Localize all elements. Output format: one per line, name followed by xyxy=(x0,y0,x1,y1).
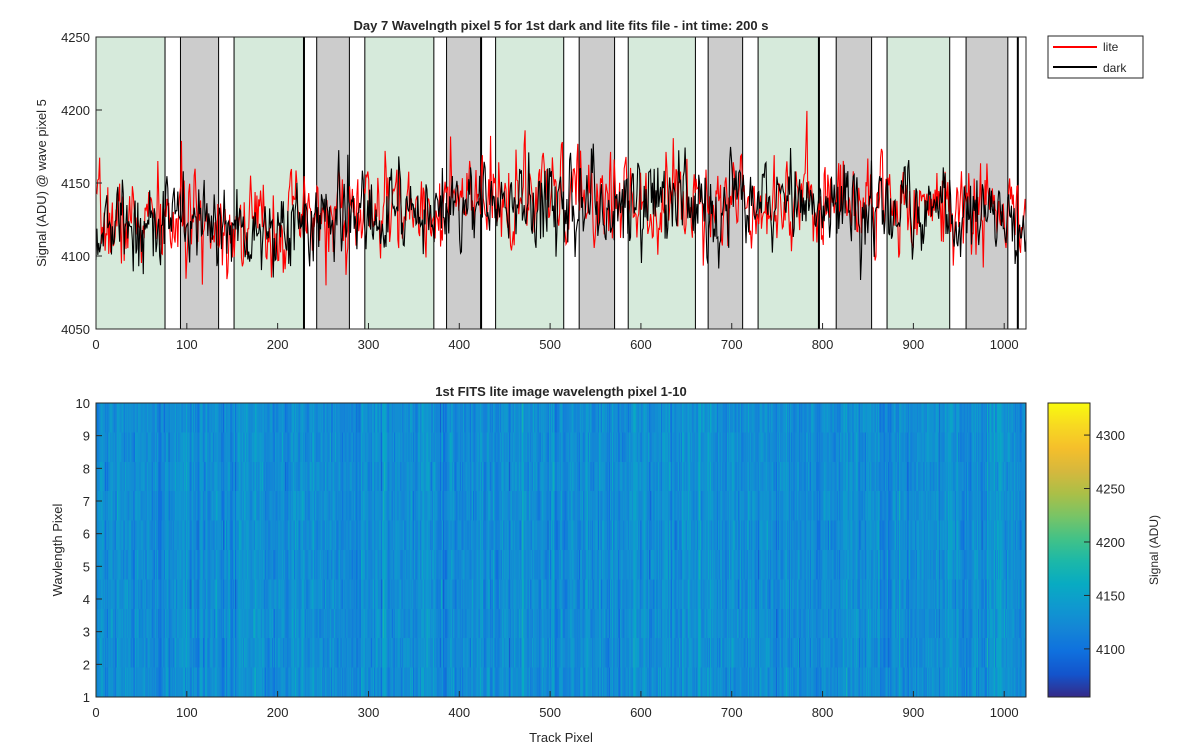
y-tick-label: 5 xyxy=(83,559,90,574)
colorbar-tick-label: 4250 xyxy=(1096,482,1125,497)
series-lines xyxy=(95,110,1027,286)
region-2 xyxy=(179,36,220,330)
heatmap-x-axis: 0 100 200 300 400 500 600 700 800 900 1000 xyxy=(92,691,1019,720)
colorbar-label: Signal (ADU) xyxy=(1147,515,1161,585)
x-tick-label: 1000 xyxy=(990,705,1019,720)
x-tick-label: 0 xyxy=(92,337,99,352)
heatmap-x-label: Track Pixel xyxy=(529,730,593,745)
y-tick-label: 7 xyxy=(83,494,90,509)
colorbar-ticks: 4100 4150 4200 4250 4300 xyxy=(1084,428,1125,657)
x-tick-label: 200 xyxy=(267,705,289,720)
x-tick-label: 300 xyxy=(358,337,380,352)
line-y-axis: 4050 4100 4150 4200 4250 xyxy=(61,30,102,337)
x-tick-label: 800 xyxy=(812,337,834,352)
y-tick-label: 8 xyxy=(83,461,90,476)
y-tick-label: 4100 xyxy=(61,249,90,264)
line-y-label: Signal (ADU) @ wave pixel 5 xyxy=(34,99,49,267)
region-3 xyxy=(233,36,305,330)
x-tick-label: 300 xyxy=(358,705,380,720)
legend: lite dark xyxy=(1047,35,1144,79)
y-tick-label: 3 xyxy=(83,625,90,640)
legend-box xyxy=(1047,35,1144,79)
heatmap-image xyxy=(96,403,1026,697)
y-tick-label: 10 xyxy=(76,396,90,411)
y-tick-label: 9 xyxy=(83,429,90,444)
legend-dark-label: dark xyxy=(1103,61,1127,75)
y-tick-label: 4150 xyxy=(61,176,90,191)
legend-lite-label: lite xyxy=(1103,40,1119,54)
y-tick-label: 4250 xyxy=(61,30,90,45)
x-tick-label: 500 xyxy=(539,337,561,352)
line-chart: Day 7 Wavelngth pixel 5 for 1st dark and… xyxy=(34,18,1144,352)
region-4 xyxy=(316,36,350,330)
colorbar-tick-label: 4200 xyxy=(1096,535,1125,550)
y-tick-label: 4 xyxy=(83,592,90,607)
x-tick-label: 400 xyxy=(448,337,470,352)
heatmap-title: 1st FITS lite image wavelength pixel 1-1… xyxy=(435,384,686,399)
x-tick-label: 600 xyxy=(630,337,652,352)
x-tick-label: 200 xyxy=(267,337,289,352)
series-dark-line xyxy=(95,143,1027,281)
heatmap-chart: 1st FITS lite image wavelength pixel 1-1… xyxy=(50,384,1161,745)
y-tick-label: 4050 xyxy=(61,322,90,337)
colorbar-gradient xyxy=(1047,402,1091,698)
y-tick-label: 1 xyxy=(83,690,90,705)
x-tick-label: 700 xyxy=(721,705,743,720)
x-tick-label: 0 xyxy=(92,705,99,720)
heatmap-y-axis: 1 2 3 4 5 6 7 8 9 10 xyxy=(76,396,102,705)
x-tick-label: 100 xyxy=(176,337,198,352)
colorbar-tick-label: 4100 xyxy=(1096,642,1125,657)
x-tick-label: 1000 xyxy=(990,337,1019,352)
region-13 xyxy=(886,36,951,330)
x-tick-label: 900 xyxy=(903,337,925,352)
x-tick-label: 800 xyxy=(812,705,834,720)
x-tick-label: 400 xyxy=(448,705,470,720)
line-x-axis: 0 100 200 300 400 500 600 700 800 900 1000 xyxy=(92,323,1019,352)
x-tick-label: 600 xyxy=(630,705,652,720)
heatmap-frame xyxy=(95,402,1027,698)
x-tick-label: 100 xyxy=(176,705,198,720)
colorbar: 4100 4150 4200 4250 4300 Signal (ADU) xyxy=(1047,402,1161,698)
colorbar-tick-label: 4300 xyxy=(1096,428,1125,443)
x-tick-label: 700 xyxy=(721,337,743,352)
x-tick-label: 500 xyxy=(539,705,561,720)
x-tick-label: 900 xyxy=(903,705,925,720)
region-1 xyxy=(95,36,166,330)
y-tick-label: 6 xyxy=(83,527,90,542)
line-chart-title: Day 7 Wavelngth pixel 5 for 1st dark and… xyxy=(354,18,769,33)
colorbar-tick-label: 4150 xyxy=(1096,588,1125,603)
heatmap-y-label: Wavlength Pixel xyxy=(50,504,65,597)
y-tick-label: 2 xyxy=(83,657,90,672)
y-tick-label: 4200 xyxy=(61,103,90,118)
shaded-regions xyxy=(95,36,1009,330)
